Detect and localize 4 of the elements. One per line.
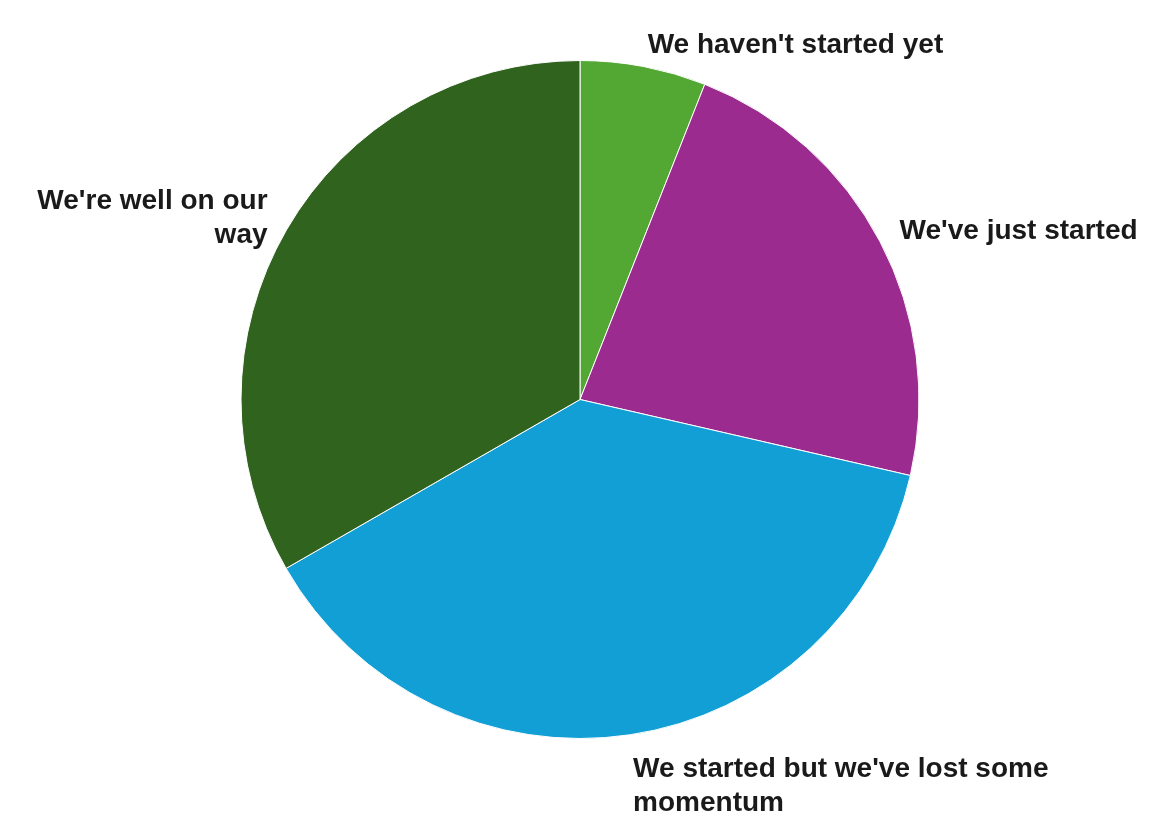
slice-label: We're well on our way: [37, 184, 268, 250]
slice-label: We haven't started yet: [647, 27, 944, 59]
slice-label: We started but we've lost some momentum: [633, 752, 1049, 818]
slice-label: We've just started: [899, 214, 1138, 246]
